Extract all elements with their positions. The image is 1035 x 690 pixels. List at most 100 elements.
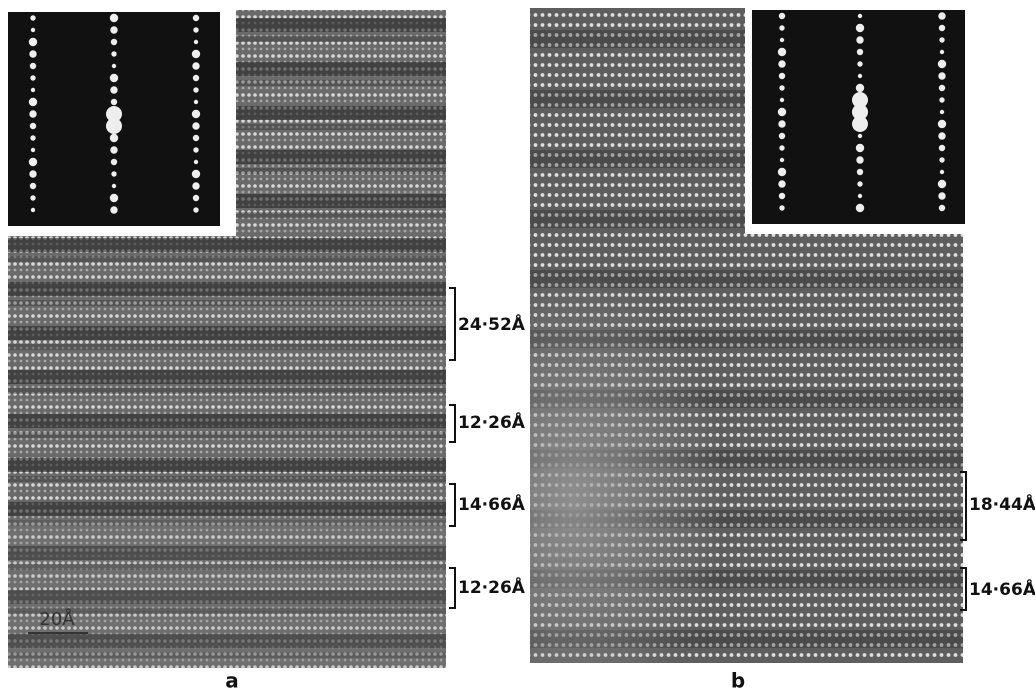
spacing-label: 18·44Å [969, 492, 1035, 515]
panel-label: a [225, 669, 239, 690]
diffraction-spot [28, 37, 38, 47]
diffraction-spot [106, 118, 122, 134]
diffraction-spot [857, 133, 863, 139]
diffraction-spot [938, 72, 946, 80]
diffraction-spot [778, 192, 786, 200]
diffraction-spot [939, 109, 945, 115]
diffraction-spot [938, 12, 946, 20]
diffraction-spot [779, 205, 785, 211]
diffraction-spot [777, 47, 787, 57]
diffraction-spot [193, 99, 199, 105]
diffraction-spot [778, 72, 786, 80]
scale-bar-label: 20Å [39, 608, 75, 630]
diffraction-spot [852, 116, 868, 132]
diffraction-spot [778, 120, 786, 128]
diffraction-spot [109, 193, 119, 203]
diffraction-spot [855, 23, 865, 33]
spacing-label: 12·26Å [458, 575, 526, 598]
diffraction-spot [110, 98, 118, 106]
spacing-bracket [960, 567, 967, 611]
diffraction-spot [30, 87, 36, 93]
panel-label: b [731, 669, 745, 690]
diffraction-spot [938, 132, 946, 140]
diffraction-spot [193, 39, 199, 45]
diffraction-spot [779, 25, 785, 31]
diffraction-spot [111, 183, 117, 189]
micrograph-a [4, 6, 446, 668]
diffraction-spot [193, 87, 199, 93]
diffraction-spot [856, 156, 864, 164]
diffraction-spot [778, 180, 786, 188]
diffraction-spot [855, 143, 865, 153]
diffraction-spot [109, 13, 119, 23]
diffraction-spot [30, 135, 36, 141]
diffraction-spot [857, 193, 863, 199]
diffraction-spot [192, 14, 200, 22]
diffraction-spot [938, 204, 946, 212]
diffraction-spot [939, 97, 945, 103]
diffraction-spot [193, 147, 199, 153]
spacing-label: 24·52Å [458, 312, 526, 335]
spacing-bracket [449, 287, 456, 361]
spacing-bracket [449, 567, 456, 609]
diffraction-spot [29, 170, 37, 178]
diffraction-spot [192, 62, 200, 70]
diffraction-spot [778, 60, 786, 68]
diffraction-spot [192, 182, 200, 190]
diffraction-spot [192, 194, 200, 202]
diffraction-spot [29, 110, 37, 118]
diffraction-spot [856, 168, 864, 176]
diffraction-spot [109, 73, 119, 83]
diffraction-spot [852, 104, 868, 120]
diffraction-spot [28, 97, 38, 107]
diffraction-spot [857, 61, 863, 67]
diffraction-spot [779, 145, 785, 151]
diffraction-spot [937, 119, 947, 129]
spacing-label: 12·26Å [458, 410, 526, 433]
diffraction-spot [110, 26, 118, 34]
diffraction-spot [937, 59, 947, 69]
diffraction-spot [28, 157, 38, 167]
diffraction-spot [856, 48, 864, 56]
diffraction-spot [30, 147, 36, 153]
diffraction-spot [777, 107, 787, 117]
diffraction-spot [109, 133, 119, 143]
diffraction-spot [855, 203, 865, 213]
diffraction-spot [106, 106, 122, 122]
diffraction-spot [193, 159, 199, 165]
diffraction-spot [110, 206, 118, 214]
diffraction-spot [939, 37, 945, 43]
spacing-label: 14·66Å [969, 577, 1035, 600]
diffraction-spot [938, 84, 946, 92]
diffraction-spot [939, 157, 945, 163]
diffraction-spot [191, 49, 201, 59]
diffraction-spot [855, 83, 865, 93]
diffraction-spot [191, 169, 201, 179]
diffraction-spot [779, 97, 785, 103]
diffraction-spot [938, 192, 946, 200]
diffraction-spot [191, 109, 201, 119]
diffraction-spot [938, 24, 946, 32]
diffraction-spot [777, 167, 787, 177]
diffraction-spot [939, 169, 945, 175]
diffraction-spot [192, 122, 200, 130]
spacing-label: 14·66Å [458, 492, 526, 515]
diffraction-spot [938, 144, 946, 152]
diffraction-spot [111, 63, 117, 69]
diffraction-spot [779, 85, 785, 91]
diffraction-spot [779, 157, 785, 163]
spacing-bracket [960, 471, 967, 541]
diffraction-spot [857, 181, 863, 187]
diffraction-spot [857, 13, 863, 19]
diffraction-spot [192, 74, 200, 82]
diffraction-spot [193, 27, 199, 33]
diffraction-spot [778, 132, 786, 140]
diffraction-spot [111, 51, 117, 57]
diffraction-spot [937, 179, 947, 189]
diffraction-spot [110, 158, 118, 166]
diffraction-spot [30, 15, 36, 21]
diffraction-spot [110, 38, 118, 46]
diffraction-spot [29, 122, 37, 130]
diffraction-spot [857, 73, 863, 79]
diffraction-spot [192, 134, 200, 142]
